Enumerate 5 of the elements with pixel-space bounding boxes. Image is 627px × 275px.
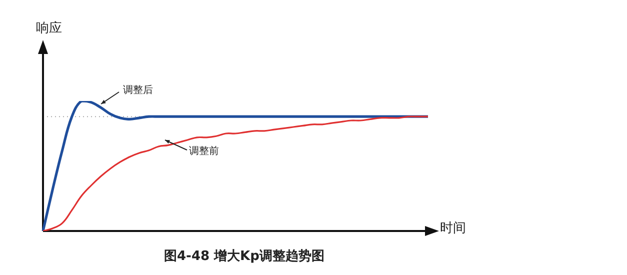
y-axis-title: 响应 <box>36 21 62 36</box>
text: 调整后 <box>123 84 153 98</box>
x-axis-title: 时间 <box>440 221 466 236</box>
annotation: 调整前 <box>189 145 219 159</box>
text: 图4-48 增大Kp调整趋势图 <box>164 249 324 264</box>
